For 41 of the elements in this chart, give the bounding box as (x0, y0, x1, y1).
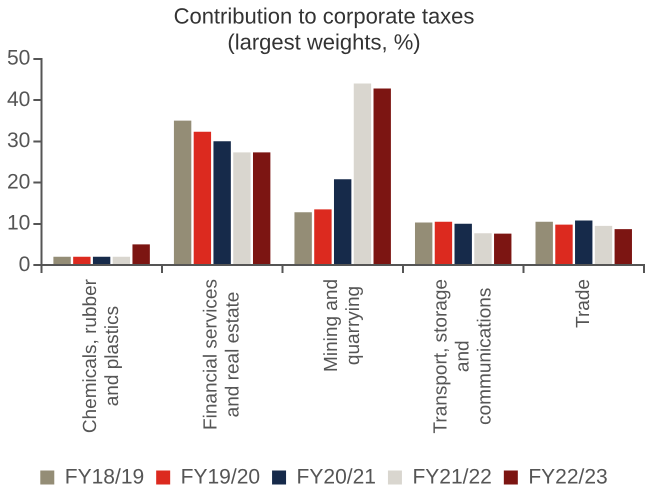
legend-label: FY18/19 (64, 465, 144, 488)
bar (536, 222, 553, 264)
bar (252, 152, 270, 264)
y-tick-label: 0 (18, 252, 30, 276)
bar (174, 120, 192, 264)
y-tick-label: 40 (7, 88, 30, 111)
bar (314, 209, 332, 264)
x-tick-label: Mining and quarrying (320, 279, 364, 372)
bar (594, 226, 612, 264)
bar (334, 179, 352, 264)
bar (454, 224, 472, 264)
legend-label: FY22/23 (528, 465, 608, 488)
y-tick-label: 50 (7, 46, 30, 70)
bar (233, 152, 251, 264)
bar (414, 222, 432, 264)
legend-label: FY19/20 (180, 465, 260, 488)
x-tick-label: Chemicals, rubber and plastics (80, 278, 123, 434)
bar (494, 234, 512, 264)
bar (354, 84, 372, 264)
bar (92, 256, 110, 264)
bar (294, 212, 312, 264)
bar (614, 229, 632, 264)
y-tick-label: 30 (7, 129, 30, 152)
x-tick-label: Transport, storage and communications (430, 278, 496, 434)
bar (112, 256, 130, 264)
bar (53, 256, 71, 264)
bar (575, 220, 592, 264)
x-tick-label: Trade (572, 278, 594, 328)
legend-label: FY21/22 (412, 465, 492, 488)
bar (374, 88, 391, 264)
y-tick-label: 20 (7, 170, 30, 194)
bar (132, 244, 150, 264)
bar (434, 222, 452, 264)
bar (73, 256, 91, 264)
y-tick-label: 10 (7, 212, 30, 235)
legend-label: FY20/21 (296, 465, 376, 488)
chart-title: Contribution to corporate taxes (largest weights, %) (174, 3, 474, 55)
bar (555, 224, 573, 264)
bar (213, 141, 231, 264)
bar (194, 132, 212, 264)
bar (474, 233, 492, 264)
